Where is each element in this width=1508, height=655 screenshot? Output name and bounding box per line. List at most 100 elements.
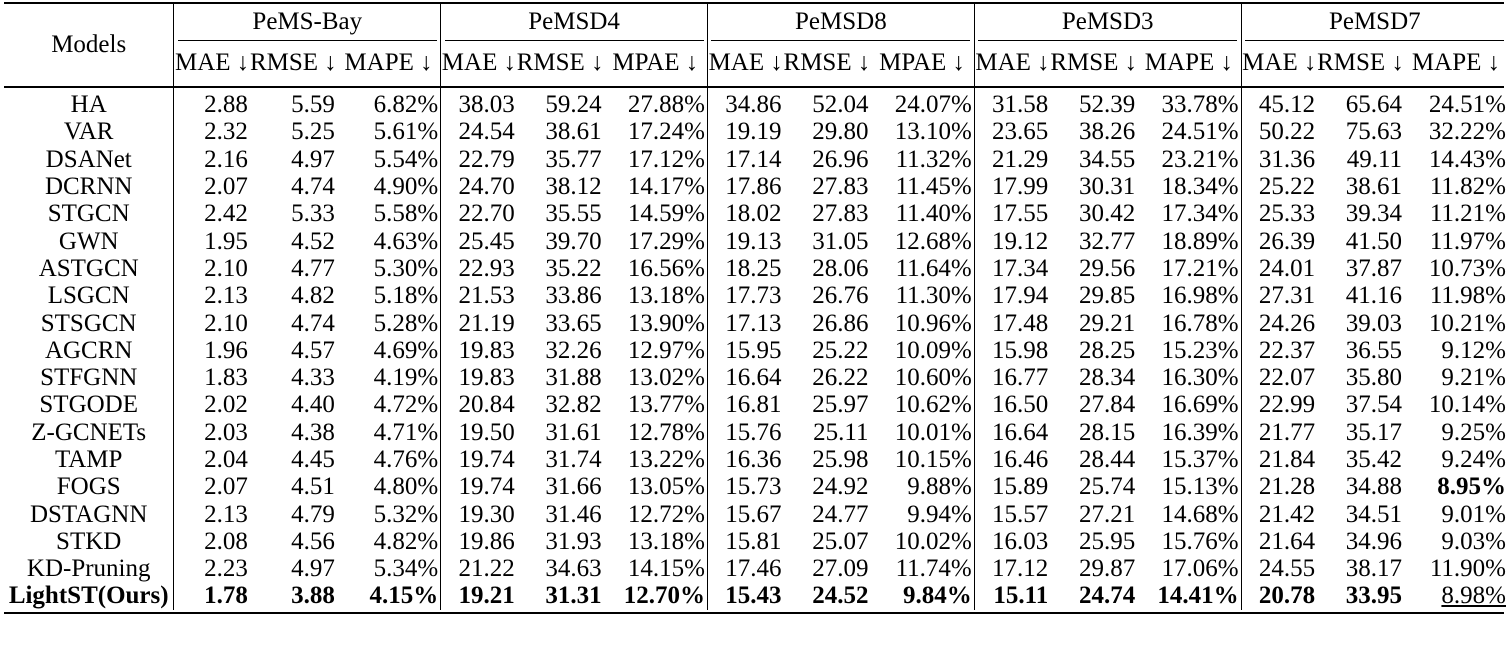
value-cell: 59.24: [545, 91, 602, 119]
value-cell: 27.09: [812, 555, 869, 583]
value-cell: 29.21: [1078, 309, 1136, 337]
value-cell: 33.95: [1345, 582, 1403, 610]
value-cell: 22.37: [1240, 336, 1318, 364]
table-row: DSTAGNN 2.13 4.79 5.32% 19.30 31.46 12.72% 15.6…: [4, 500, 1508, 528]
value-cell: 1.95: [173, 227, 250, 255]
value-cell: 16.50: [973, 391, 1051, 419]
value-cell: 9.21%: [1441, 364, 1506, 392]
value-cell: 34.63: [545, 555, 602, 583]
table-row: LightST(Ours) 1.78 3.88 4.15% 19.21 31.31 12.7…: [4, 582, 1508, 610]
value-cell: 19.86: [440, 527, 517, 556]
value-cell: 19.21: [440, 582, 517, 610]
value-cell: 75.63: [1345, 118, 1403, 146]
value-cell: 25.07: [812, 527, 869, 555]
model-name-cell: VAR: [63, 118, 114, 146]
value-cell: 2.04: [173, 445, 250, 474]
value-cell: 19.13: [706, 227, 784, 255]
value-cell: 28.15: [1078, 418, 1136, 446]
value-cell: 17.48: [973, 309, 1051, 337]
value-cell: 24.01: [1240, 254, 1318, 283]
value-cell: 3.88: [291, 582, 335, 610]
value-cell: 33.65: [545, 309, 602, 337]
value-cell: 21.84: [1240, 445, 1318, 474]
value-cell: 31.74: [545, 446, 602, 473]
value-cell: 25.22: [812, 336, 869, 364]
value-cell: 13.10%: [894, 118, 972, 146]
value-cell: 15.89: [973, 473, 1051, 501]
value-cell: 19.74: [440, 473, 517, 501]
value-cell: 36.55: [1345, 336, 1403, 364]
group-header: PeMSD7: [1240, 3, 1508, 40]
value-cell: 24.77: [812, 500, 869, 528]
metric-header: MAE ↓: [173, 40, 250, 85]
value-cell: 4.74: [291, 173, 335, 201]
value-cell: 12.72%: [627, 500, 705, 528]
value-cell: 28.44: [1078, 446, 1136, 473]
models-header: Models: [51, 30, 127, 58]
value-cell: 11.97%: [1429, 227, 1506, 255]
value-cell: 23.65: [973, 118, 1051, 146]
table-row: STFGNN 1.83 4.33 4.19% 19.83 31.88 13.02% 16.64…: [4, 363, 1508, 392]
value-cell: 38.17: [1345, 555, 1403, 583]
value-cell: 10.09%: [894, 336, 972, 364]
value-cell: 28.06: [812, 254, 869, 282]
value-cell: 17.46: [706, 555, 784, 583]
value-cell: 10.73%: [1428, 254, 1506, 282]
value-cell: 29.85: [1078, 282, 1136, 310]
value-cell: 15.98: [973, 336, 1051, 364]
model-name-cell: LightST(Ours): [8, 582, 169, 610]
value-cell: 19.50: [440, 418, 517, 446]
metric-header-row: MAE ↓ RMSE ↓ MAPE ↓ MAE ↓ RMSE ↓ MPAE ↓ MAE ↓ R…: [4, 40, 1508, 85]
value-cell: 31.36: [1240, 145, 1318, 173]
metric-header: MPAE ↓: [612, 49, 699, 76]
value-cell: 5.33: [291, 200, 335, 228]
metric-header: MAPE ↓: [344, 49, 433, 76]
group-header: PeMS-Bay: [173, 3, 441, 40]
value-cell: 2.08: [173, 527, 250, 556]
value-cell: 4.72%: [373, 391, 439, 419]
value-cell: 39.34: [1345, 200, 1403, 228]
value-cell: 2.32: [173, 118, 250, 146]
value-cell: 2.02: [173, 391, 250, 419]
value-cell: 14.68%: [1161, 500, 1239, 528]
value-cell: 16.39%: [1161, 418, 1239, 446]
value-cell: 4.97: [291, 555, 335, 583]
value-cell: 18.34%: [1161, 173, 1239, 201]
value-cell: 2.10: [173, 309, 250, 337]
value-cell: 16.69%: [1161, 391, 1239, 419]
value-cell: 17.99: [973, 172, 1051, 201]
value-cell: 5.18%: [373, 282, 439, 310]
value-cell: 9.24%: [1441, 446, 1506, 473]
table-row: STGODE 2.02 4.40 4.72% 20.84 32.82 13.77% 16.81…: [4, 391, 1508, 419]
value-cell: 24.52: [812, 582, 869, 610]
value-cell: 14.17%: [627, 173, 705, 201]
value-cell: 2.07: [173, 473, 250, 501]
table-row: HA 2.88 5.59 6.82% 38.03 59.24 27.88% 34.86 52.0…: [4, 85, 1508, 119]
value-cell: 17.14: [706, 145, 784, 173]
value-cell: 5.25: [291, 118, 335, 146]
value-cell: 1.78: [173, 582, 250, 610]
group-underline: [1245, 40, 1504, 41]
value-cell: 22.93: [440, 254, 517, 283]
value-cell: 32.22%: [1428, 118, 1506, 146]
metric-header: RMSE ↓: [1317, 49, 1404, 76]
model-name-cell: HA: [70, 91, 107, 119]
value-cell: 15.43: [706, 582, 784, 610]
value-cell: 2.16: [173, 145, 250, 173]
value-cell: 34.86: [706, 85, 784, 119]
value-cell: 19.74: [440, 445, 517, 474]
value-cell: 39.70: [545, 227, 602, 255]
value-cell: 32.82: [545, 391, 602, 419]
value-cell: 31.66: [545, 473, 602, 501]
value-cell: 13.18%: [627, 282, 705, 310]
value-cell: 21.64: [1240, 527, 1318, 556]
model-name-cell: STGCN: [47, 200, 130, 228]
table-body: HA 2.88 5.59 6.82% 38.03 59.24 27.88% 34.86 52.0…: [4, 85, 1508, 610]
value-cell: 15.95: [706, 336, 784, 364]
value-cell: 16.46: [973, 445, 1051, 474]
value-cell: 4.15%: [369, 582, 439, 610]
value-cell: 21.53: [440, 282, 517, 310]
table-row: FOGS 2.07 4.51 4.80% 19.74 31.66 13.05% 15.73 24…: [4, 473, 1508, 501]
value-cell: 2.23: [173, 555, 250, 583]
value-cell: 38.12: [545, 173, 602, 201]
